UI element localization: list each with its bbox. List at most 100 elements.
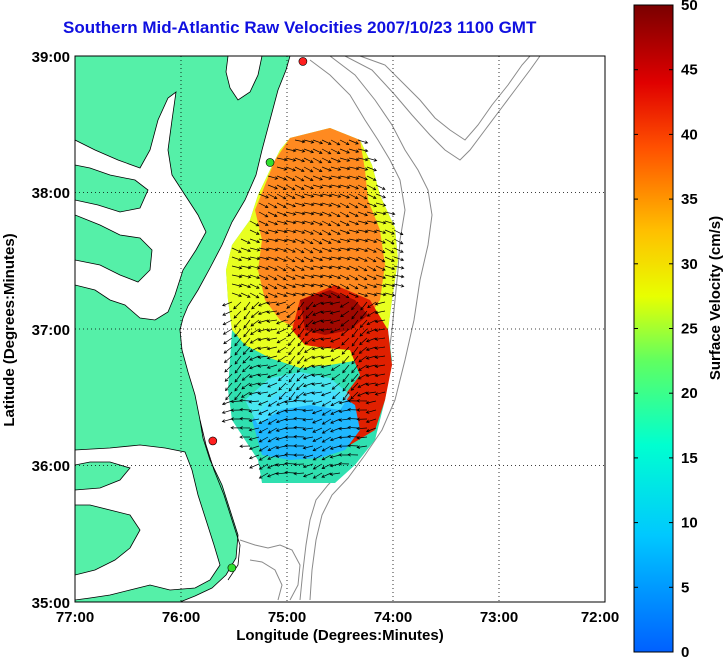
velocity-arrow [303,283,315,288]
colorbar-tick: 5 [681,579,689,596]
velocity-arrow [249,265,261,270]
velocity-arrow [258,454,269,461]
velocity-arrow [257,382,269,386]
velocity-arrow [303,139,315,144]
velocity-arrow [339,175,351,180]
velocity-arrow [302,463,314,469]
velocity-arrow [231,256,243,262]
velocity-arrow [339,274,350,280]
velocity-arrow [374,301,386,306]
velocity-arrow [358,364,368,371]
velocity-arrow [303,166,314,173]
velocity-arrow [242,364,251,373]
velocity-arrow [257,373,269,377]
velocity-arrow [339,220,350,226]
velocity-arrow [258,400,269,406]
station-marker [265,158,275,167]
velocity-arrow [239,416,251,421]
velocity-arrow [297,355,305,365]
velocity-arrow [266,337,278,342]
velocity-arrow [249,292,260,299]
velocity-arrow [294,265,305,271]
velocity-arrow [342,382,350,392]
velocity-arrow [285,211,297,216]
velocity-arrow [242,346,251,355]
velocity-arrow [230,408,242,412]
velocity-arrow [295,391,305,399]
pamlico-sound [75,444,221,601]
velocity-arrow [312,301,323,308]
velocity-arrow [321,274,333,279]
velocity-arrow [294,283,306,288]
velocity-arrow [339,256,351,261]
velocity-arrow [393,274,405,279]
velocity-arrow [266,364,278,369]
velocity-arrow [276,400,287,406]
velocity-arrow [240,247,252,253]
velocity-arrow [267,292,278,298]
velocity-arrow [284,452,296,457]
velocity-arrow [341,355,350,365]
velocity-arrow [347,407,359,412]
velocity-arrow [302,391,314,396]
velocity-arrow [365,373,377,378]
velocity-arrow [266,355,278,360]
velocity-arrow [360,310,368,320]
velocity-arrow [339,184,351,189]
velocity-arrow [248,400,260,404]
velocity-arrow [249,463,260,469]
velocity-arrow [243,310,251,320]
velocity-arrow [249,256,261,261]
velocity-arrow [303,211,315,216]
velocity-arrow [231,265,243,270]
velocity-arrow [351,301,359,311]
velocity-arrow [375,247,386,254]
velocity-arrow [285,202,297,208]
velocity-arrow [275,454,287,458]
velocity-arrow [360,301,368,311]
velocity-arrow [356,408,368,412]
velocity-arrow [321,184,333,189]
velocity-arrow [287,319,296,328]
velocity-arrow [248,427,260,432]
velocity-arrow [330,418,341,424]
velocity-arrow [267,211,278,217]
velocity-arrow [296,373,305,382]
velocity-arrow [276,211,288,217]
velocity-arrow [258,274,269,280]
velocity-arrow [240,274,252,279]
velocity-arrows [221,139,405,479]
velocity-arrow [330,427,341,433]
colorbar-gradient [633,4,674,653]
velocity-arrow [305,319,314,328]
velocity-arrow [285,238,297,243]
velocity-arrow [267,265,278,271]
velocity-arrow [294,139,306,144]
velocity-arrow [359,337,368,346]
velocity-arrow [302,472,314,478]
velocity-arrow [375,202,387,207]
velocity-arrow [330,175,342,180]
velocity-arrow [351,310,359,320]
velocity-arrow [312,436,323,442]
velocity-arrow [249,247,261,252]
velocity-arrow [297,346,305,356]
velocity-arrow [258,193,269,199]
velocity-arrow [294,274,306,280]
velocity-arrow [223,337,233,345]
velocity-arrow [348,283,359,290]
velocity-arrow [357,265,368,272]
velocity-arrow [285,157,297,162]
velocity-arrow [303,274,315,279]
velocity-arrow [233,301,242,310]
velocity-arrow [321,211,332,217]
hf-radar-stations [208,57,308,573]
velocity-arrow [312,220,323,226]
velocity-arrow [351,337,359,347]
velocity-arrow [329,310,341,315]
velocity-arrow [367,301,377,309]
x-axis-label: Longitude (Degrees:Minutes) [236,627,444,644]
velocity-arrow [338,400,350,405]
velocity-arrow [321,202,333,207]
